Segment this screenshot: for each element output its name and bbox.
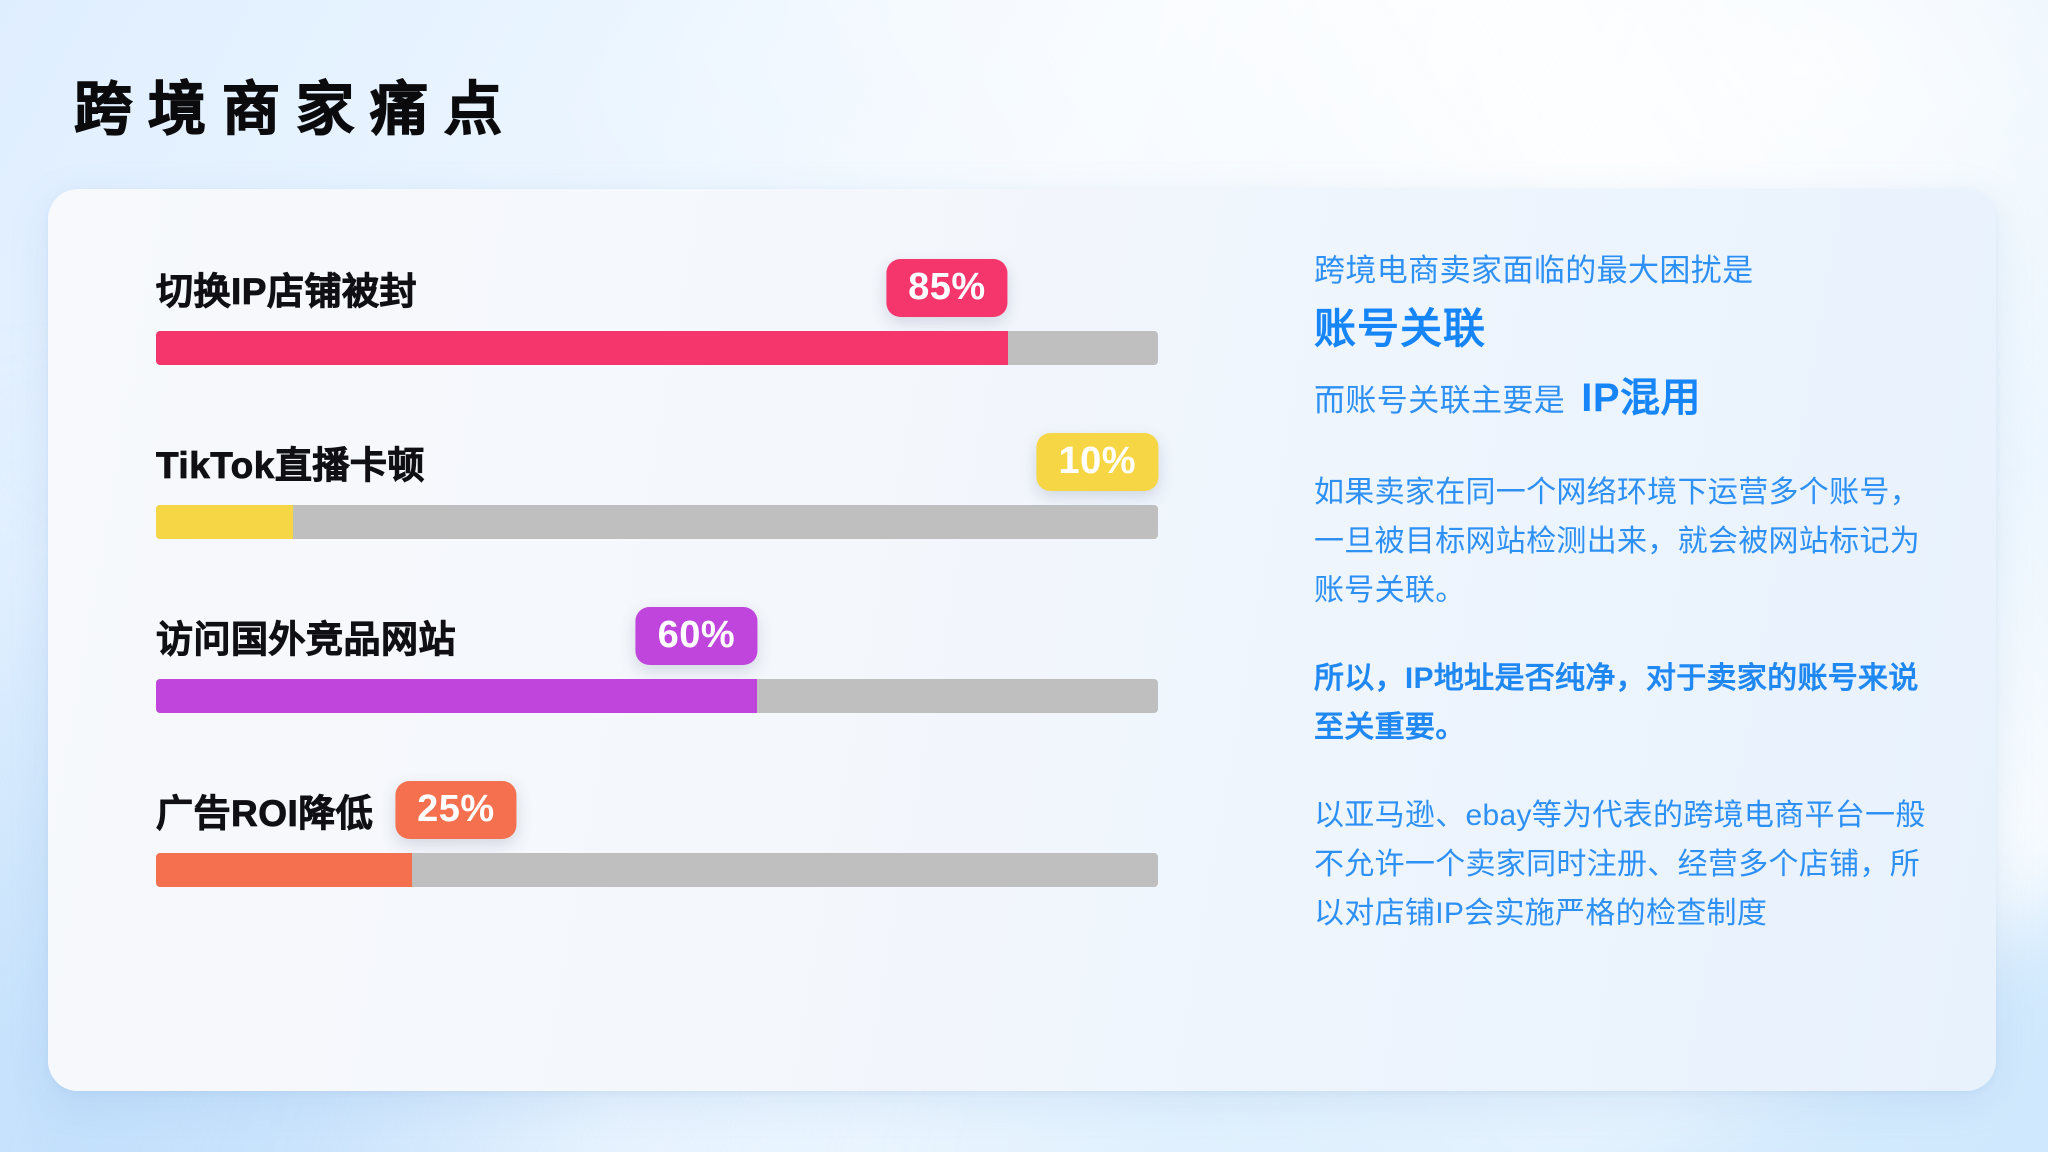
bar-header: 广告ROI降低 25% xyxy=(156,767,1158,853)
bar-track xyxy=(156,853,1158,887)
bar-value-badge: 25% xyxy=(395,781,517,839)
bar-label: TikTok直播卡顿 xyxy=(156,445,425,487)
paragraph-3: 以亚马逊、ebay等为代表的跨境电商平台一般不允许一个卖家同时注册、经营多个店铺… xyxy=(1314,799,1926,930)
bar-group: TikTok直播卡顿 10% xyxy=(156,419,1158,539)
paragraph-1: 如果卖家在同一个网络环境下运营多个账号，一旦被目标网站检测出来，就会被网站标记为… xyxy=(1314,476,1920,607)
lead-keyword: 账号关联 xyxy=(1314,305,1487,353)
explanation-pane: 跨境电商卖家面临的最大困扰是 账号关联 而账号关联主要是 IP混用 如果卖家在同… xyxy=(1208,189,1996,1091)
bar-track xyxy=(156,331,1158,365)
lead-secondary-line: 而账号关联主要是 IP混用 xyxy=(1314,367,1926,429)
bar-chart-pane: 切换IP店铺被封 85% TikTok直播卡顿 10% xyxy=(48,189,1208,1091)
bar-group: 切换IP店铺被封 85% xyxy=(156,245,1158,365)
paragraph-2: 所以，IP地址是否纯净，对于卖家的账号来说至关重要。 xyxy=(1314,662,1919,744)
bar-value-badge: 10% xyxy=(1036,433,1158,491)
bar-group: 广告ROI降低 25% xyxy=(156,767,1158,887)
bar-header: TikTok直播卡顿 10% xyxy=(156,419,1158,505)
bar-fill xyxy=(156,331,1008,365)
page-title: 跨境商家痛点 xyxy=(73,76,519,142)
bar-value-badge: 85% xyxy=(886,259,1008,317)
bar-group: 访问国外竞品网站 60% xyxy=(156,593,1158,713)
bar-label: 切换IP店铺被封 xyxy=(156,271,417,313)
bar-header: 切换IP店铺被封 85% xyxy=(156,245,1158,331)
lead-secondary-prefix: 而账号关联主要是 xyxy=(1314,383,1566,419)
bar-header: 访问国外竞品网站 60% xyxy=(156,593,1158,679)
bar-track xyxy=(156,679,1158,713)
bar-fill xyxy=(156,679,758,713)
lead-secondary-keyword: IP混用 xyxy=(1581,376,1701,421)
bar-fill xyxy=(156,853,412,887)
content-card: 切换IP店铺被封 85% TikTok直播卡顿 10% xyxy=(48,189,1996,1091)
bar-track xyxy=(156,505,1158,539)
bar-fill xyxy=(156,505,294,539)
bar-label: 广告ROI降低 xyxy=(156,793,374,835)
bar-label: 访问国外竞品网站 xyxy=(156,619,456,661)
bar-value-badge: 60% xyxy=(635,607,758,665)
lead-line: 跨境电商卖家面临的最大困扰是 xyxy=(1314,253,1754,288)
